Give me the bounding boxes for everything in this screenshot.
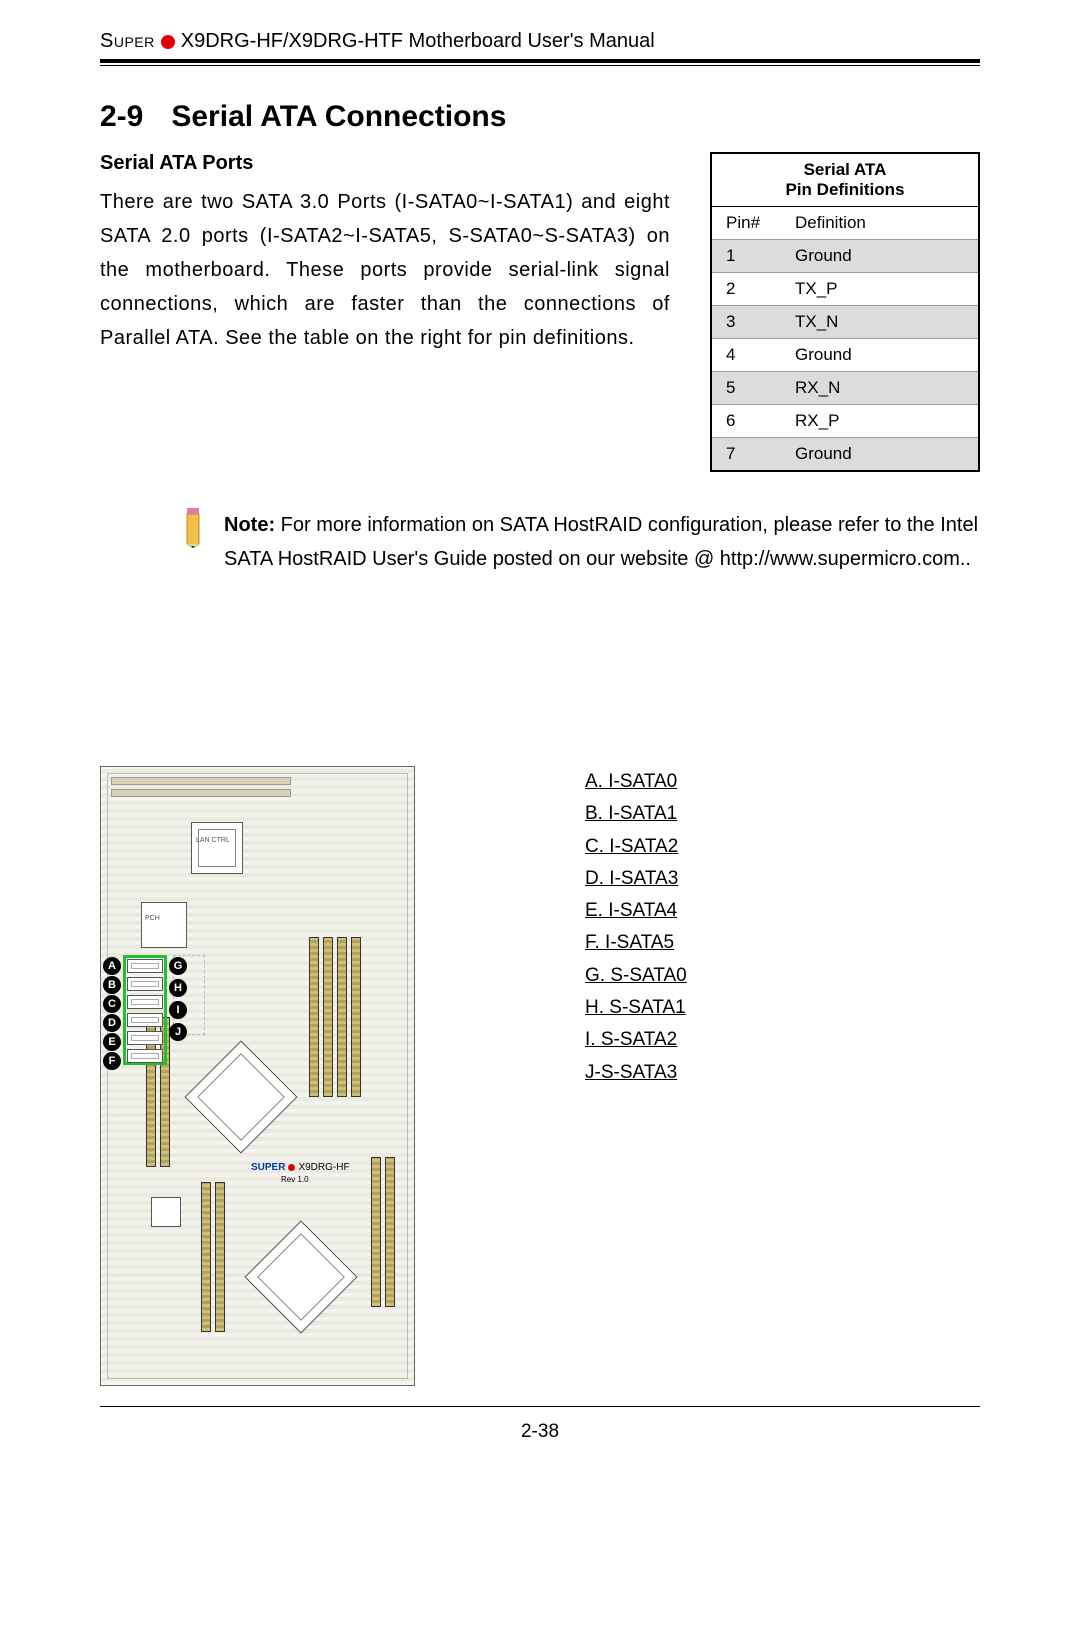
marker-h: H <box>169 979 187 997</box>
legend-item: J-S-SATA3 <box>585 1057 687 1089</box>
legend-item: A. I-SATA0 <box>585 766 687 798</box>
legend-item: G. S-SATA0 <box>585 960 687 992</box>
legend-item: H. S-SATA1 <box>585 992 687 1024</box>
def-col-header: Definition <box>781 207 979 240</box>
legend-item: C. I-SATA2 <box>585 831 687 863</box>
section-number: 2-9 <box>100 100 143 134</box>
marker-b: B <box>103 976 121 994</box>
marker-f: F <box>103 1052 121 1070</box>
marker-i: I <box>169 1001 187 1019</box>
section-heading: 2-9 Serial ATA Connections <box>100 100 980 134</box>
note-label: Note: <box>224 514 275 536</box>
marker-j: J <box>169 1023 187 1041</box>
table-row: 7Ground <box>711 438 979 472</box>
pencil-icon <box>180 508 206 553</box>
legend-item: I. S-SATA2 <box>585 1024 687 1056</box>
page-header: Super X9DRG-HF/X9DRG-HTF Motherboard Use… <box>100 30 980 53</box>
page-number: 2-38 <box>100 1421 980 1443</box>
section-title-text: Serial ATA Connections <box>171 100 506 134</box>
rule-thin <box>100 65 980 66</box>
brand-dot-icon <box>288 1164 295 1171</box>
brand-text: Super <box>100 30 155 53</box>
sata-port <box>127 977 163 991</box>
footer-rule <box>100 1406 980 1407</box>
board-brand-label: SUPERX9DRG-HF <box>251 1162 350 1173</box>
ports-subhead: Serial ATA Ports <box>100 152 670 175</box>
dimm-slot <box>201 1182 211 1332</box>
pcie-slot <box>111 777 291 785</box>
dimm-slot <box>215 1182 225 1332</box>
table-row: 1Ground <box>711 240 979 273</box>
chip-label: LAN CTRL <box>196 837 230 844</box>
legend-item: F. I-SATA5 <box>585 927 687 959</box>
legend-item: B. I-SATA1 <box>585 798 687 830</box>
lower-region: LAN CTRL PCH A B C D E F G H I J SU <box>100 766 980 1386</box>
marker-g: G <box>169 957 187 975</box>
dimm-slot <box>371 1157 381 1307</box>
legend-item: D. I-SATA3 <box>585 863 687 895</box>
sata-port <box>127 1031 163 1045</box>
chip-lanctrl <box>191 822 243 874</box>
table-row: 2TX_P <box>711 273 979 306</box>
board-rev: Rev 1.0 <box>281 1175 309 1184</box>
marker-d: D <box>103 1014 121 1032</box>
marker-e: E <box>103 1033 121 1051</box>
pin-definitions-table: Serial ATA Pin Definitions Pin# Definiti… <box>710 152 980 472</box>
table-row: 6RX_P <box>711 405 979 438</box>
cpu-socket <box>244 1220 357 1333</box>
left-column: Serial ATA Ports There are two SATA 3.0 … <box>100 152 670 355</box>
sata-port <box>127 995 163 1009</box>
sata-port <box>127 1049 163 1063</box>
chip-pch <box>141 902 187 948</box>
dimm-slot <box>309 937 319 1097</box>
ports-body: There are two SATA 3.0 Ports (I-SATA0~I-… <box>100 185 670 355</box>
note-block: Note: For more information on SATA HostR… <box>100 508 980 576</box>
motherboard-diagram: LAN CTRL PCH A B C D E F G H I J SU <box>100 766 415 1386</box>
dimm-slot <box>385 1157 395 1307</box>
note-text: Note: For more information on SATA HostR… <box>224 508 980 576</box>
dimm-slot <box>337 937 347 1097</box>
table-row: 4Ground <box>711 339 979 372</box>
pin-table-title: Serial ATA Pin Definitions <box>711 153 979 207</box>
sata-port <box>127 959 163 973</box>
table-row: 5RX_N <box>711 372 979 405</box>
cpu-socket <box>184 1040 297 1153</box>
dimm-slot <box>323 937 333 1097</box>
table-row: 3TX_N <box>711 306 979 339</box>
legend-item: E. I-SATA4 <box>585 895 687 927</box>
content-two-column: Serial ATA Ports There are two SATA 3.0 … <box>100 152 980 472</box>
marker-a: A <box>103 957 121 975</box>
sata-port <box>127 1013 163 1027</box>
port-legend: A. I-SATA0 B. I-SATA1 C. I-SATA2 D. I-SA… <box>585 766 687 1089</box>
rule-thick <box>100 59 980 63</box>
dimm-slot <box>351 937 361 1097</box>
chip-label: PCH <box>145 915 160 922</box>
brand-dot-icon <box>161 35 175 49</box>
small-chip <box>151 1197 181 1227</box>
doc-title: X9DRG-HF/X9DRG-HTF Motherboard User's Ma… <box>181 30 655 53</box>
pcie-slot <box>111 789 291 797</box>
pin-col-header: Pin# <box>711 207 781 240</box>
marker-c: C <box>103 995 121 1013</box>
